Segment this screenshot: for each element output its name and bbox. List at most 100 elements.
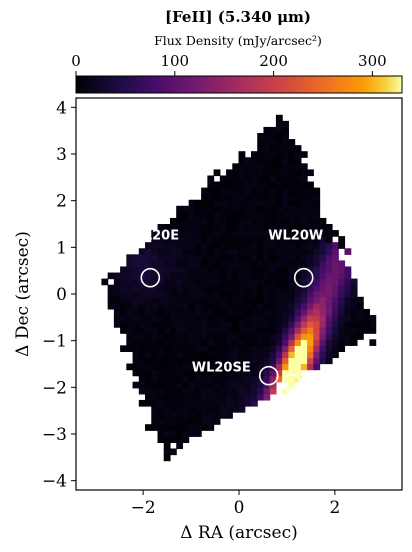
heatmap-pixel [263, 242, 271, 249]
heatmap-pixel [319, 333, 327, 340]
heatmap-pixel [157, 333, 165, 340]
heatmap-pixel [269, 145, 277, 152]
heatmap-pixel [182, 321, 190, 328]
heatmap-pixel [226, 272, 233, 280]
heatmap-pixel [250, 290, 258, 298]
heatmap-pixel [201, 321, 208, 328]
heatmap-pixel [313, 187, 321, 195]
heatmap-pixel [113, 296, 121, 304]
heatmap-pixel [169, 351, 177, 359]
heatmap-pixel [157, 321, 165, 328]
heatmap-pixel [107, 284, 115, 292]
heatmap-pixel [176, 381, 184, 389]
heatmap-pixel [213, 169, 221, 177]
heatmap-pixel [238, 163, 246, 170]
heatmap-pixel [176, 369, 184, 377]
heatmap-pixel [338, 327, 346, 334]
heatmap-pixel [188, 381, 196, 389]
colorbar-tick-label: 200 [259, 52, 288, 70]
heatmap-pixel [207, 224, 215, 231]
heatmap-pixel [294, 315, 302, 322]
heatmap-pixel [194, 387, 202, 395]
heatmap-pixel [250, 308, 258, 316]
heatmap-pixel [294, 175, 302, 183]
heatmap-pixel [226, 230, 233, 237]
heatmap-pixel [194, 217, 202, 225]
heatmap-pixel [282, 139, 289, 146]
heatmap-pixel [257, 339, 265, 346]
heatmap-pixel [263, 351, 271, 359]
heatmap-pixel [307, 224, 314, 231]
heatmap-pixel [344, 302, 352, 310]
heatmap-pixel [163, 290, 171, 298]
heatmap-pixel [213, 369, 221, 377]
heatmap-pixel [207, 254, 215, 261]
heatmap-pixel [250, 163, 258, 170]
heatmap-pixel [207, 290, 215, 298]
heatmap-pixel [294, 369, 302, 377]
heatmap-pixel [151, 272, 159, 280]
heatmap-pixel [163, 296, 171, 304]
heatmap-pixel [138, 399, 146, 407]
heatmap-pixel [194, 272, 202, 280]
heatmap-pixel [169, 260, 177, 268]
heatmap-pixel [307, 248, 314, 255]
heatmap-pixel [244, 351, 252, 359]
heatmap-pixel [263, 272, 271, 280]
heatmap-pixel [207, 187, 215, 195]
heatmap-pixel [244, 284, 252, 292]
heatmap-pixel [263, 169, 271, 177]
heatmap-pixel [294, 333, 302, 340]
heatmap-pixel [275, 333, 283, 340]
heatmap-pixel [269, 151, 277, 158]
heatmap-pixel [176, 260, 184, 268]
heatmap-pixel [219, 211, 227, 219]
heatmap-pixel [282, 133, 289, 140]
heatmap-pixel [288, 272, 296, 280]
heatmap-pixel [169, 236, 177, 243]
heatmap-pixel [307, 169, 314, 177]
heatmap-pixel [226, 399, 233, 407]
heatmap-pixel [219, 193, 227, 201]
heatmap-pixel [257, 163, 265, 170]
heatmap-pixel [163, 393, 171, 401]
heatmap-pixel [332, 302, 339, 310]
heatmap-pixel [282, 369, 289, 377]
heatmap-pixel [238, 387, 246, 395]
heatmap-pixel [151, 393, 159, 401]
heatmap-pixel [226, 315, 233, 322]
heatmap-pixel [201, 242, 208, 249]
heatmap-pixel [244, 175, 252, 183]
heatmap-pixel [213, 254, 221, 261]
heatmap-pixel [282, 272, 289, 280]
heatmap-pixel [120, 321, 127, 328]
heatmap-pixel [176, 387, 184, 395]
heatmap-pixel [250, 254, 258, 261]
heatmap-pixel [188, 363, 196, 371]
heatmap-pixel [157, 296, 165, 304]
heatmap-pixel [201, 308, 208, 316]
heatmap-pixel [169, 399, 177, 407]
heatmap-pixel [263, 308, 271, 316]
heatmap-pixel [332, 230, 339, 237]
heatmap-pixel [151, 399, 159, 407]
heatmap-pixel [282, 193, 289, 201]
heatmap-pixel [282, 199, 289, 207]
heatmap-pixel [282, 230, 289, 237]
heatmap-pixel [176, 302, 184, 310]
heatmap-pixel [194, 205, 202, 213]
heatmap-pixel [145, 302, 152, 310]
heatmap-pixel [169, 327, 177, 334]
heatmap-pixel [169, 339, 177, 346]
heatmap-pixel [188, 351, 196, 359]
heatmap-pixel [275, 126, 283, 134]
heatmap-pixel [107, 296, 115, 304]
heatmap-pixel [238, 327, 246, 334]
heatmap-pixel [288, 260, 296, 268]
heatmap-pixel [257, 133, 265, 140]
heatmap-pixel [238, 278, 246, 286]
heatmap-pixel [188, 333, 196, 340]
source-label: WL20SW [306, 381, 370, 396]
heatmap-pixel [356, 327, 364, 334]
heatmap-pixel [250, 369, 258, 377]
